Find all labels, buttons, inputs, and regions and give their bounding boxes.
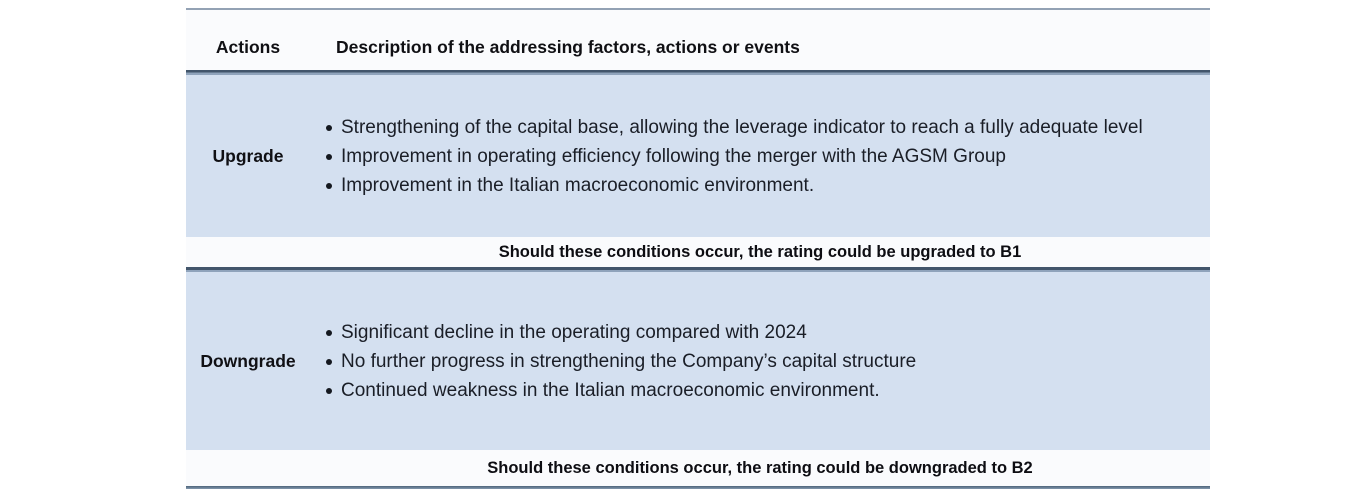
upgrade-bullet-list: Strengthening of the capital base, allow… xyxy=(310,113,1210,200)
bullet-item: Strengthening of the capital base, allow… xyxy=(326,113,1170,142)
downgrade-row: Downgrade Significant decline in the ope… xyxy=(186,272,1210,450)
bullet-item: Continued weakness in the Italian macroe… xyxy=(326,376,1170,405)
downgrade-bullet-list: Significant decline in the operating com… xyxy=(310,318,1210,405)
upgrade-note-text: Should these conditions occur, the ratin… xyxy=(498,242,1022,261)
header-bottom-border xyxy=(186,70,1210,75)
header-description-label: Description of the addressing factors, a… xyxy=(336,36,800,57)
table-top-border xyxy=(186,8,1210,10)
rating-sensitivities-table: Actions Description of the addressing fa… xyxy=(186,8,1210,489)
table-bottom-border xyxy=(186,486,1210,489)
upgrade-label: Upgrade xyxy=(212,145,284,166)
bullet-item: No further progress in strengthening the… xyxy=(326,347,1170,376)
header-actions-label: Actions xyxy=(215,36,281,57)
downgrade-note-text: Should these conditions occur, the ratin… xyxy=(487,458,1033,477)
table-header-row: Actions Description of the addressing fa… xyxy=(186,10,1210,70)
bullet-item: Improvement in the Italian macroeconomic… xyxy=(326,171,1170,200)
downgrade-note-row: Should these conditions occur, the ratin… xyxy=(186,450,1210,486)
upgrade-note-row: Should these conditions occur, the ratin… xyxy=(186,237,1210,267)
bullet-item: Improvement in operating efficiency foll… xyxy=(326,142,1170,171)
downgrade-label: Downgrade xyxy=(200,350,296,371)
upgrade-row: Upgrade Strengthening of the capital bas… xyxy=(186,75,1210,237)
bullet-item: Significant decline in the operating com… xyxy=(326,318,1170,347)
note-bottom-border xyxy=(186,267,1210,272)
